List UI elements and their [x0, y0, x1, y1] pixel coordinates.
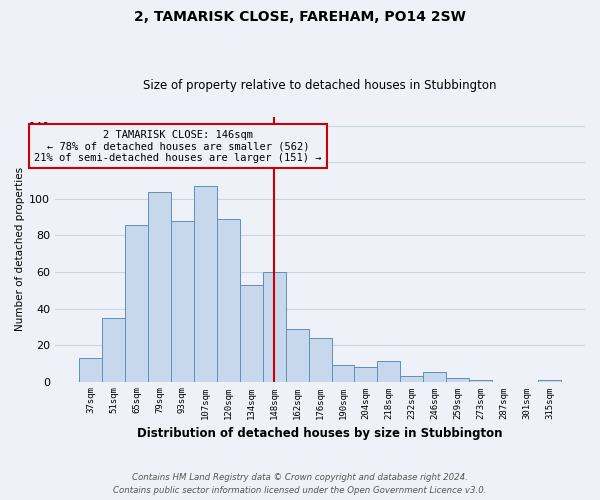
Title: Size of property relative to detached houses in Stubbington: Size of property relative to detached ho…	[143, 79, 497, 92]
Bar	[355, 367, 377, 382]
Bar	[240, 285, 263, 382]
Bar	[538, 380, 561, 382]
Bar	[400, 376, 423, 382]
Y-axis label: Number of detached properties: Number of detached properties	[15, 167, 25, 331]
Bar	[171, 221, 194, 382]
Bar	[423, 372, 446, 382]
X-axis label: Distribution of detached houses by size in Stubbington: Distribution of detached houses by size …	[137, 427, 503, 440]
Bar	[469, 380, 492, 382]
Bar	[446, 378, 469, 382]
Bar	[217, 219, 240, 382]
Text: 2 TAMARISK CLOSE: 146sqm
← 78% of detached houses are smaller (562)
21% of semi-: 2 TAMARISK CLOSE: 146sqm ← 78% of detach…	[34, 130, 322, 163]
Bar	[148, 192, 171, 382]
Bar	[194, 186, 217, 382]
Text: 2, TAMARISK CLOSE, FAREHAM, PO14 2SW: 2, TAMARISK CLOSE, FAREHAM, PO14 2SW	[134, 10, 466, 24]
Bar	[286, 328, 308, 382]
Bar	[125, 224, 148, 382]
Bar	[102, 318, 125, 382]
Bar	[79, 358, 102, 382]
Bar	[332, 365, 355, 382]
Bar	[263, 272, 286, 382]
Text: Contains HM Land Registry data © Crown copyright and database right 2024.
Contai: Contains HM Land Registry data © Crown c…	[113, 474, 487, 495]
Bar	[377, 362, 400, 382]
Bar	[308, 338, 332, 382]
